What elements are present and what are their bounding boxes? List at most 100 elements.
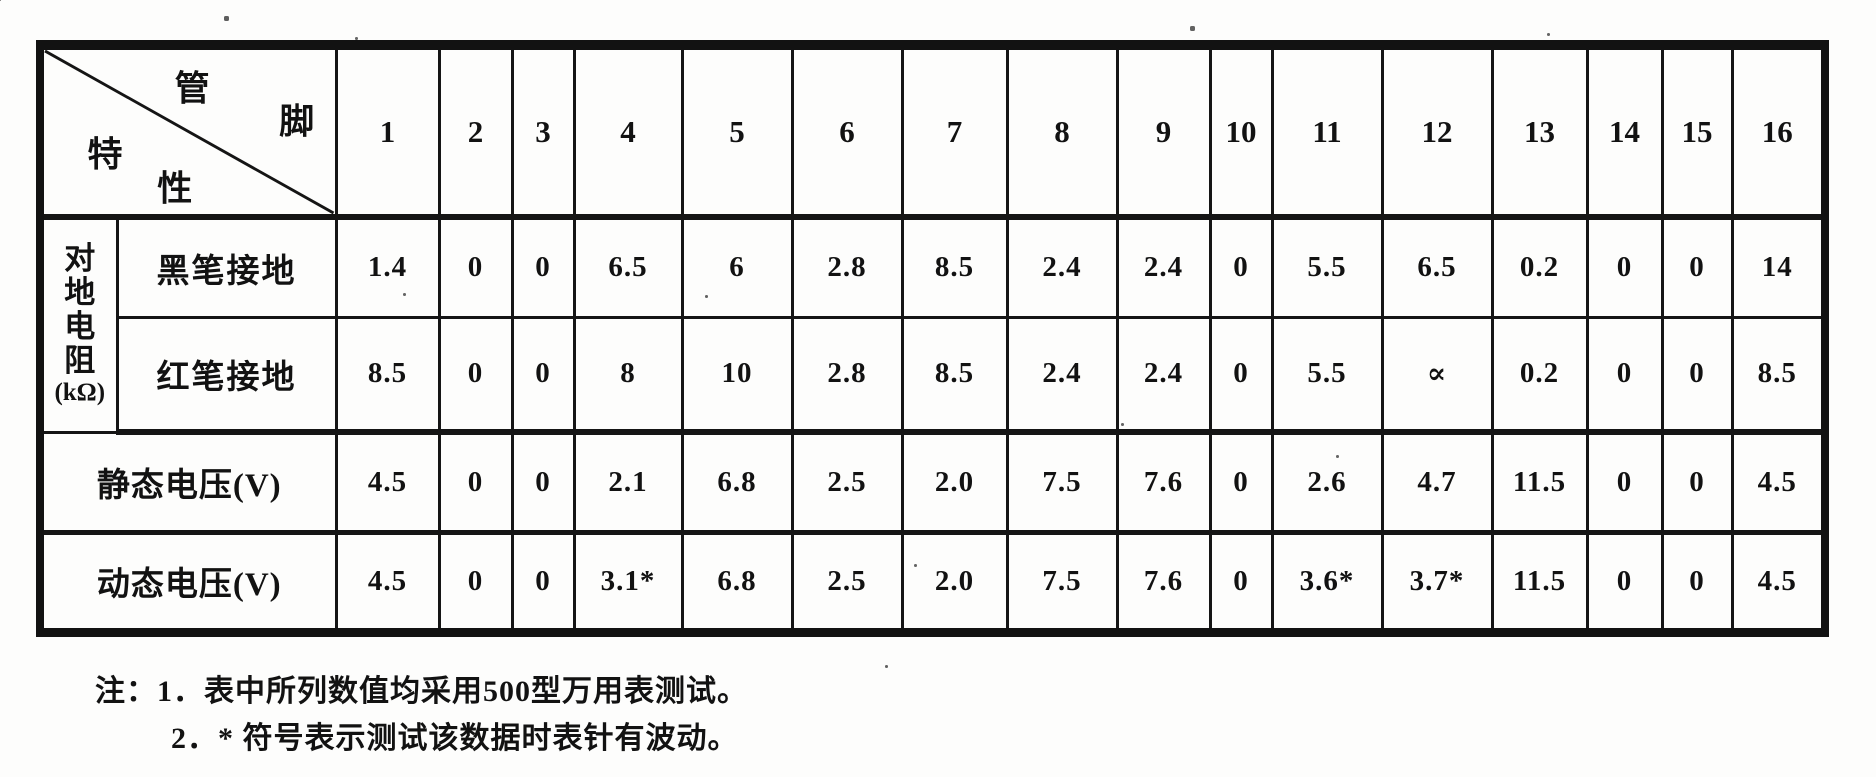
black-probe-row: 对 地 电 阻 (kΩ) 黑笔接地 1.4 0 0 6.5 6 2.8 8.5 … <box>38 215 1827 434</box>
group-label-char: 电 <box>64 309 96 345</box>
value-cell: 0 <box>510 315 576 435</box>
pin-header-cell: 16 <box>1730 43 1827 220</box>
value-cell: 0 <box>437 430 514 535</box>
value-cell: 0 <box>1660 215 1734 319</box>
pin-measurement-table: 管 脚 特 性 1 2 3 4 5 6 7 8 9 10 11 12 13 14… <box>36 40 1829 637</box>
value-cell: 0 <box>1660 315 1734 435</box>
value-cell: 14 <box>1730 215 1827 319</box>
value-cell: 2.5 <box>790 530 904 634</box>
value-cell: 6.8 <box>680 530 794 634</box>
value-cell: 2.0 <box>900 530 1009 634</box>
value-cell: 0.2 <box>1490 315 1589 435</box>
value-cell: 4.7 <box>1380 430 1494 535</box>
corner-pin-label-char: 脚 <box>279 102 315 142</box>
pin-header-cell: 13 <box>1490 43 1589 220</box>
dynamic-voltage-row: 动态电压(V) 4.5 0 0 3.1* 6.8 2.5 2.0 7.5 7.6… <box>38 530 1827 634</box>
pin-header-cell: 6 <box>790 43 904 220</box>
value-cell: 7.5 <box>1005 530 1119 634</box>
value-cell: 0 <box>437 215 514 319</box>
value-cell: 0 <box>1660 430 1734 535</box>
value-cell: 0.2 <box>1490 215 1589 319</box>
pin-header-cell: 11 <box>1270 43 1384 220</box>
value-cell: 2.4 <box>1115 215 1212 319</box>
value-cell: 2.4 <box>1005 315 1119 435</box>
value-cell: 0 <box>1208 430 1274 535</box>
pin-header-cell: 5 <box>680 43 794 220</box>
corner-characteristic-label-char: 特 <box>87 135 123 175</box>
value-cell: 5.5 <box>1270 315 1384 435</box>
value-cell: 4.5 <box>334 430 441 535</box>
value-cell: 2.1 <box>572 430 684 535</box>
value-cell: 0 <box>1208 530 1274 634</box>
value-cell: 6.5 <box>572 215 684 319</box>
value-cell: 0 <box>510 215 576 319</box>
value-cell: 6 <box>680 215 794 319</box>
value-cell: 0 <box>1208 315 1274 435</box>
static-voltage-label: 静态电压(V) <box>38 430 338 535</box>
value-cell: 0 <box>1585 530 1664 634</box>
value-cell: 4.5 <box>334 530 441 634</box>
pin-header-cell: 10 <box>1208 43 1274 220</box>
pin-header-cell: 15 <box>1660 43 1734 220</box>
value-cell: 11.5 <box>1490 530 1589 634</box>
value-cell: 3.1* <box>572 530 684 634</box>
value-cell: 1.4 <box>334 215 441 319</box>
value-cell: 0 <box>437 315 514 435</box>
value-cell: 2.4 <box>1005 215 1119 319</box>
scan-speckles <box>0 0 1 1</box>
value-cell: 8.5 <box>334 315 441 435</box>
pin-header-cell: 4 <box>572 43 684 220</box>
value-cell: 2.8 <box>790 215 904 319</box>
resistance-group-label: 对 地 电 阻 (kΩ) <box>38 215 119 434</box>
value-cell: 8.5 <box>1730 315 1827 435</box>
pin-header-cell: 1 <box>334 43 441 220</box>
value-cell: 2.6 <box>1270 430 1384 535</box>
value-cell: 11.5 <box>1490 430 1589 535</box>
red-probe-label: 红笔接地 <box>115 315 338 435</box>
group-label-unit: (kΩ) <box>54 379 106 407</box>
value-cell: 0 <box>1585 315 1664 435</box>
dynamic-voltage-label: 动态电压(V) <box>38 530 338 634</box>
value-cell: 2.5 <box>790 430 904 535</box>
pin-header-cell: 3 <box>510 43 576 220</box>
note-line-2: 2．* 符号表示测试该数据时表针有波动。 <box>171 722 739 755</box>
value-cell: 2.8 <box>790 315 904 435</box>
pin-header-cell: 8 <box>1005 43 1119 220</box>
value-cell: 0 <box>1660 530 1734 634</box>
pin-header-cell: 12 <box>1380 43 1494 220</box>
pin-header-cell: 7 <box>900 43 1009 220</box>
value-cell: 5.5 <box>1270 215 1384 319</box>
value-cell: 2.0 <box>900 430 1009 535</box>
value-cell: 0 <box>1585 430 1664 535</box>
diagonal-divider-line <box>44 50 333 211</box>
value-cell: 7.6 <box>1115 530 1212 634</box>
value-cell: 0 <box>1208 215 1274 319</box>
value-cell: 7.5 <box>1005 430 1119 535</box>
corner-characteristic-label-char: 性 <box>157 169 193 209</box>
pin-header-cell: 2 <box>437 43 514 220</box>
static-voltage-row: 静态电压(V) 4.5 0 0 2.1 6.8 2.5 2.0 7.5 7.6 … <box>38 430 1827 535</box>
value-cell: 6.8 <box>680 430 794 535</box>
value-cell: 0 <box>1585 215 1664 319</box>
value-cell: 0 <box>510 530 576 634</box>
pin-header-cell: 9 <box>1115 43 1212 220</box>
black-probe-label: 黑笔接地 <box>115 215 338 319</box>
value-cell: 3.7* <box>1380 530 1494 634</box>
group-label-char: 阻 <box>64 343 96 379</box>
note-line-1: 注：1．表中所列数值均采用500型万用表测试。 <box>95 675 748 708</box>
value-cell: ∝ <box>1380 315 1494 435</box>
red-probe-row: 红笔接地 8.5 0 0 8 10 2.8 8.5 2.4 2.4 0 5.5 … <box>40 315 1827 435</box>
value-cell: 4.5 <box>1730 430 1827 535</box>
value-cell: 3.6* <box>1270 530 1384 634</box>
group-label-char: 地 <box>64 275 96 311</box>
pin-header-cell: 14 <box>1585 43 1664 220</box>
corner-pin-label-char: 管 <box>174 69 210 109</box>
footnotes: 注：1．表中所列数值均采用500型万用表测试。 2．* 符号表示测试该数据时表针… <box>95 668 748 762</box>
value-cell: 8 <box>572 315 684 435</box>
value-cell: 4.5 <box>1730 530 1827 634</box>
value-cell: 8.5 <box>900 315 1009 435</box>
value-cell: 2.4 <box>1115 315 1212 435</box>
value-cell: 0 <box>510 430 576 535</box>
group-label-char: 对 <box>64 241 96 277</box>
